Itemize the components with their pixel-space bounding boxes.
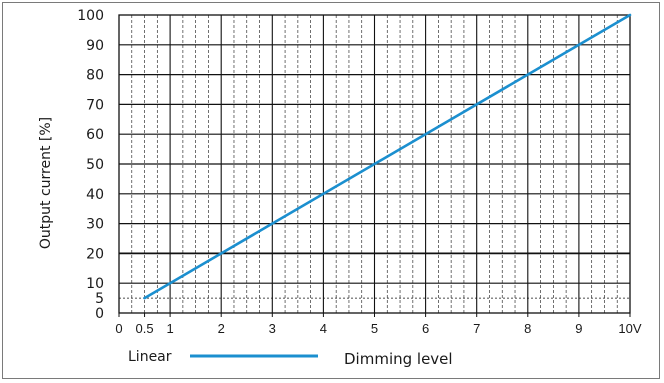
y-tick-label: 10 xyxy=(86,276,104,292)
x-tick-label: 2 xyxy=(218,321,225,336)
y-tick-label: 30 xyxy=(86,217,104,233)
series-line-linear xyxy=(143,13,632,300)
x-tick-label: 1 xyxy=(166,321,173,336)
legend-label-linear: Linear xyxy=(128,349,172,365)
y-tick-label: 20 xyxy=(86,246,104,262)
y-tick-label: 5 xyxy=(95,291,104,307)
y-tick-label: 70 xyxy=(86,97,104,113)
x-tick-label: 7 xyxy=(473,321,480,336)
major-grid xyxy=(119,15,630,313)
y-tick-label: 40 xyxy=(86,187,104,203)
x-tick-label: 9 xyxy=(575,321,582,336)
x-axis-label: Dimming level xyxy=(344,350,453,368)
x-tick-label: 4 xyxy=(320,321,327,336)
y-tick-label: 0 xyxy=(95,306,104,322)
y-axis-label: Output current [%] xyxy=(38,117,54,249)
x-tick-label: 6 xyxy=(422,321,429,336)
x-tick-label: 0 xyxy=(115,321,122,336)
x-tick-label: 10V xyxy=(618,321,641,336)
x-tick-label: 0.5 xyxy=(136,321,154,336)
y-tick-label: 100 xyxy=(77,8,104,24)
x-tick-label: 5 xyxy=(371,321,378,336)
y-tick-label: 50 xyxy=(86,157,104,173)
y-tick-label: 90 xyxy=(86,38,104,54)
x-tick-label: 8 xyxy=(524,321,531,336)
series-group xyxy=(143,13,632,300)
y-tick-label: 80 xyxy=(86,68,104,84)
x-axis-ticks: 0 0.5 1 2 3 4 5 6 7 8 9 10V xyxy=(115,313,642,336)
x-tick-label: 3 xyxy=(269,321,276,336)
y-tick-label: 60 xyxy=(86,127,104,143)
